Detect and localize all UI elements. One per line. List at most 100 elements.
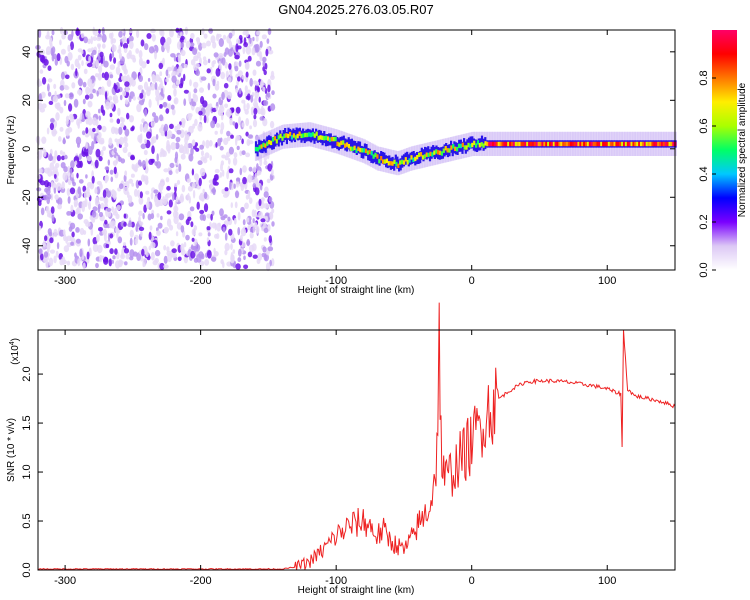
noise-speckle: [109, 64, 116, 70]
noise-speckle: [237, 257, 242, 263]
noise-speckle: [235, 106, 241, 114]
noise-speckle: [129, 249, 135, 258]
noise-speckle: [203, 203, 209, 213]
ridge-core: [425, 152, 428, 157]
noise-speckle: [233, 217, 237, 225]
noise-speckle: [146, 87, 151, 97]
noise-speckle: [50, 181, 54, 188]
noise-speckle: [191, 139, 196, 147]
noise-speckle: [187, 185, 193, 192]
noise-speckle: [219, 145, 224, 151]
noise-speckle: [115, 227, 119, 233]
snr-scale-exponent: 4: [9, 341, 16, 345]
ridge-core: [382, 159, 385, 164]
noise-speckle: [183, 98, 187, 106]
noise-speckle: [52, 95, 59, 103]
ridge-core: [473, 140, 476, 146]
noise-speckle: [114, 248, 118, 255]
ridge-core: [444, 146, 447, 151]
ridge-core: [503, 141, 506, 147]
x-tick-label: -200: [190, 575, 212, 587]
ridge-band: [381, 152, 384, 165]
noise-speckle: [239, 37, 243, 43]
ridge-core: [344, 143, 347, 148]
noise-speckle: [235, 88, 239, 93]
noise-speckle: [53, 83, 57, 90]
ridge-core: [499, 141, 502, 147]
noise-speckle: [174, 182, 178, 188]
noise-speckle: [247, 134, 253, 139]
noise-speckle: [259, 40, 263, 48]
noise-speckle: [148, 98, 152, 108]
ridge-core: [497, 141, 500, 147]
noise-speckle: [226, 136, 231, 142]
ridge-core: [524, 141, 527, 147]
noise-speckle: [158, 77, 162, 83]
ridge-core: [590, 141, 593, 147]
noise-speckle: [98, 65, 103, 74]
noise-speckle: [73, 199, 79, 207]
noise-speckle: [192, 123, 196, 129]
noise-speckle: [237, 76, 241, 82]
noise-speckle: [220, 160, 225, 166]
noise-speckle: [123, 213, 127, 219]
noise-speckle: [124, 170, 128, 177]
noise-speckle: [65, 74, 70, 80]
noise-speckle: [165, 69, 169, 77]
noise-speckle: [113, 192, 117, 201]
noise-speckle: [99, 196, 105, 201]
noise-speckle: [232, 121, 236, 126]
noise-speckle: [97, 205, 101, 213]
noise-speckle: [150, 192, 154, 200]
ridge-core: [311, 132, 314, 137]
noise-speckle: [198, 57, 202, 65]
noise-speckle: [166, 185, 171, 191]
noise-speckle: [211, 60, 215, 68]
ridge-band: [451, 144, 454, 157]
noise-speckle: [171, 248, 177, 254]
noise-speckle: [208, 28, 213, 33]
noise-speckle: [191, 237, 195, 242]
noise-speckle: [77, 89, 83, 95]
noise-speckle: [224, 242, 230, 252]
ridge-band: [276, 132, 279, 145]
noise-speckle: [114, 138, 118, 143]
noise-speckle: [247, 225, 251, 231]
noise-speckle: [105, 101, 111, 110]
ridge-band: [295, 127, 298, 140]
noise-speckle: [224, 232, 228, 241]
noise-speckle: [104, 91, 108, 100]
ridge-core: [334, 136, 337, 142]
noise-speckle: [263, 227, 269, 234]
ridge-core: [556, 141, 559, 147]
noise-speckle: [210, 35, 216, 44]
noise-speckle: [112, 94, 118, 102]
noise-speckle: [99, 254, 103, 263]
noise-speckle: [50, 118, 55, 123]
noise-speckle: [67, 34, 74, 41]
ridge-core: [317, 135, 320, 141]
noise-speckle: [216, 33, 220, 42]
noise-speckle: [224, 103, 229, 109]
noise-speckle: [96, 36, 102, 42]
noise-speckle: [215, 142, 218, 148]
ridge-core: [353, 145, 356, 151]
noise-speckle: [217, 137, 222, 147]
noise-speckle: [170, 104, 175, 110]
noise-speckle: [265, 48, 269, 57]
x-tick-label: -300: [54, 275, 76, 287]
ridge-core: [579, 141, 582, 147]
noise-speckle: [83, 190, 88, 200]
noise-speckle: [246, 102, 250, 110]
ridge-core: [414, 156, 417, 162]
x-tick-label: 100: [598, 275, 616, 287]
ridge-band: [471, 136, 474, 149]
noise-speckle: [49, 122, 55, 131]
noise-speckle: [38, 150, 43, 158]
ridge-core: [495, 141, 498, 147]
ridge-core: [598, 141, 601, 147]
noise-speckle: [64, 93, 70, 99]
noise-speckle: [160, 148, 164, 155]
noise-speckle: [159, 262, 165, 270]
ridge-core: [283, 133, 286, 139]
